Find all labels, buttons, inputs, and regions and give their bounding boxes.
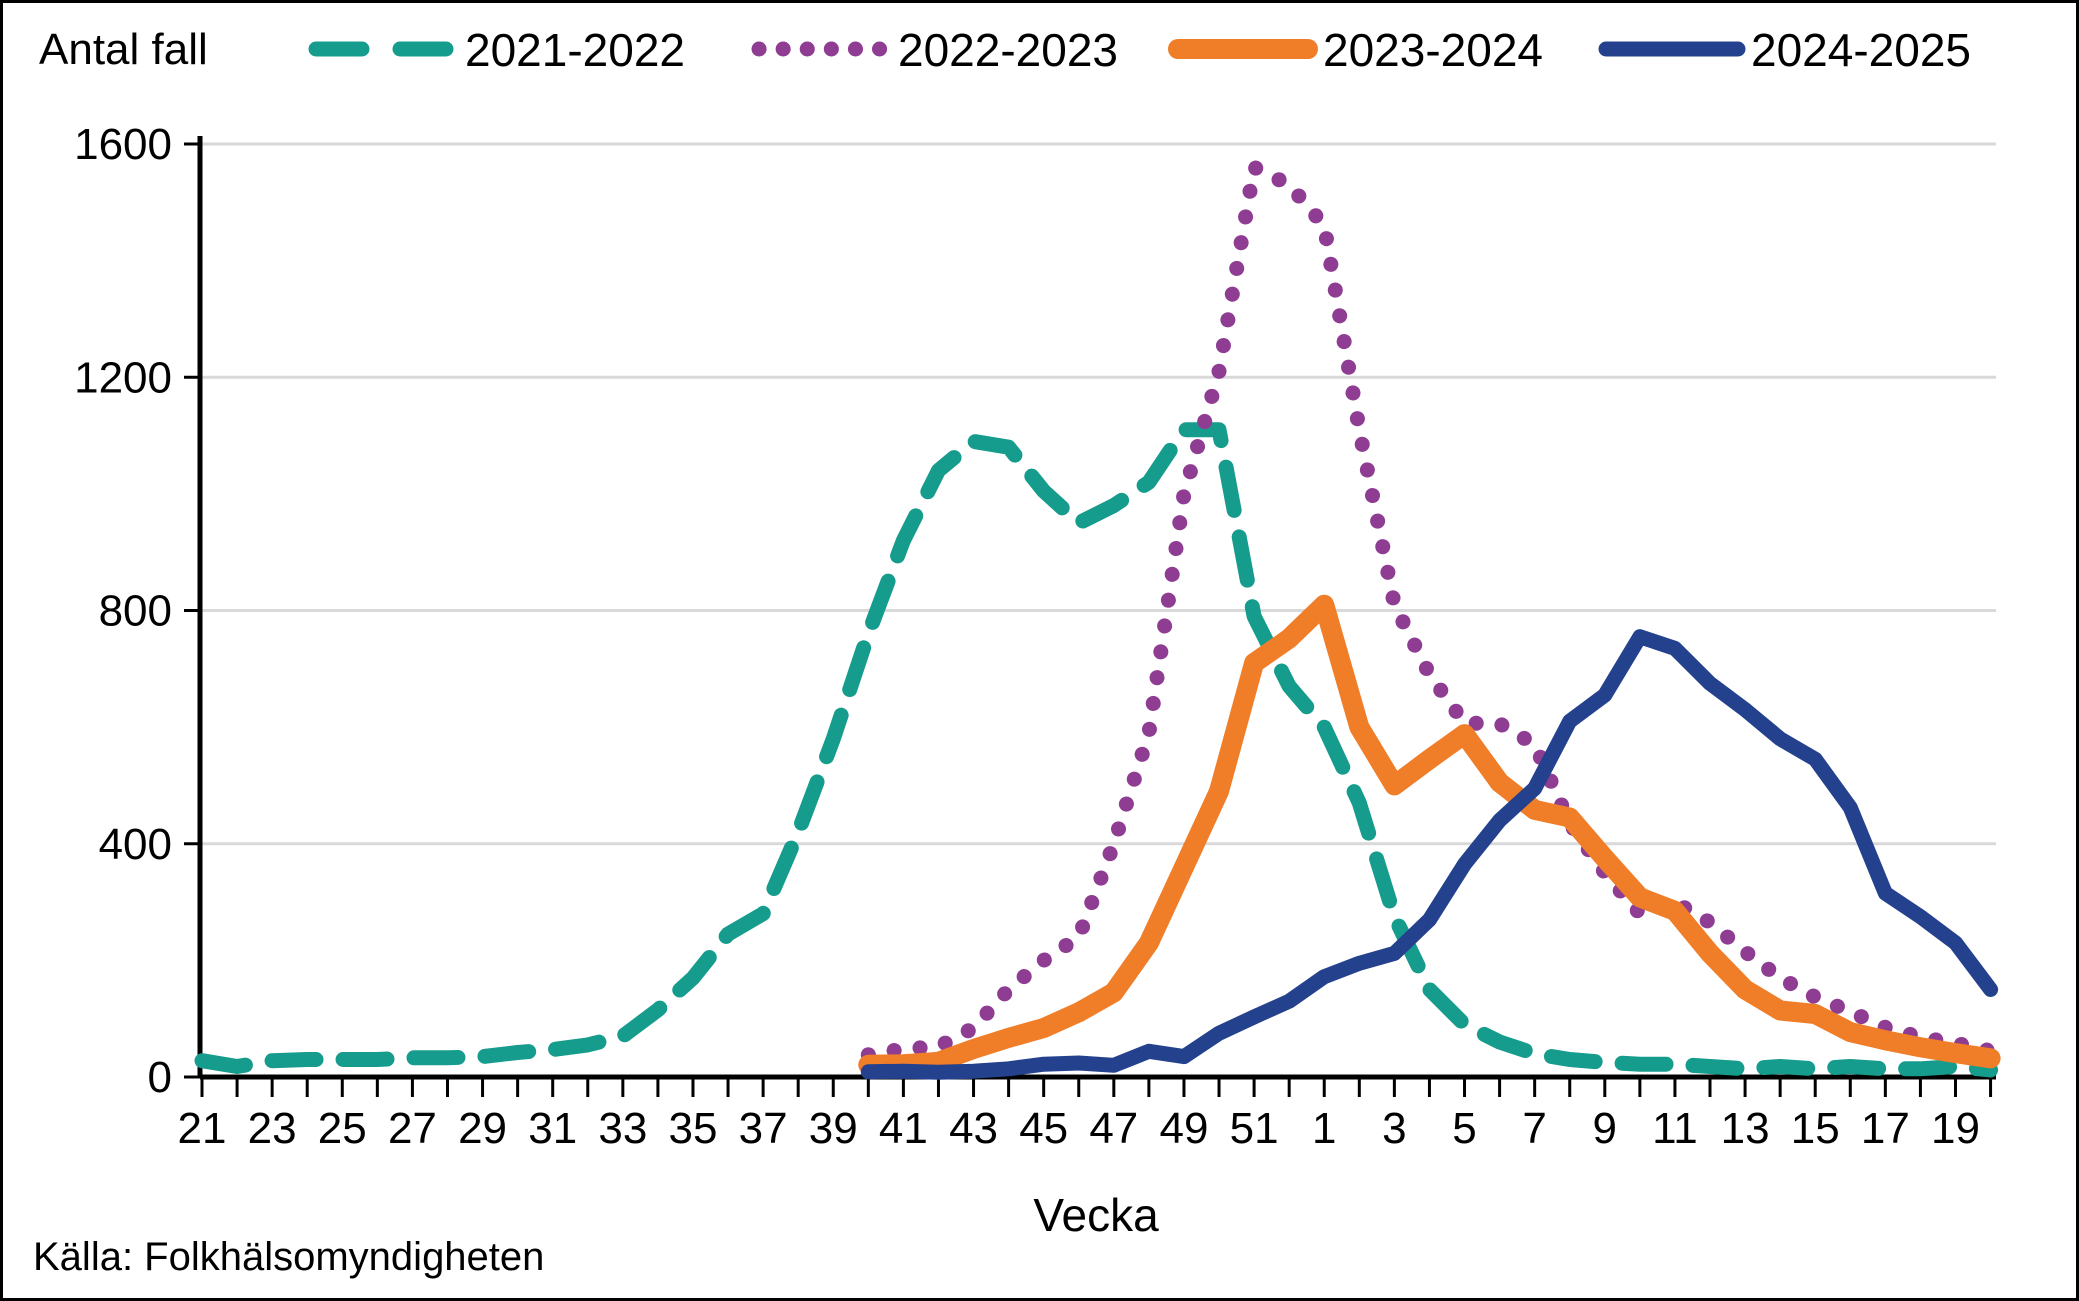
y-tick-label: 0 (148, 1053, 172, 1102)
series-line-2021-2022 (194, 422, 1999, 1078)
x-tick-label: 1 (1312, 1104, 1336, 1153)
x-tick-label: 17 (1861, 1104, 1910, 1153)
y-tick-label: 800 (99, 587, 172, 636)
x-tick-label: 43 (949, 1104, 998, 1153)
y-tick-label: 1600 (74, 120, 172, 169)
x-tick-label: 5 (1452, 1104, 1476, 1153)
x-tick-label: 29 (458, 1104, 507, 1153)
x-tick-label: 47 (1089, 1104, 1138, 1153)
x-tick-label: 3 (1382, 1104, 1406, 1153)
x-tick-label: 27 (388, 1104, 437, 1153)
series-line-2022-2023 (860, 159, 1999, 1063)
source-caption: Källa: Folkhälsomyndigheten (33, 1235, 545, 1279)
x-tick-label: 13 (1721, 1104, 1770, 1153)
legend-sample-2021-2022-icon (308, 41, 458, 57)
legend: Antal fall 2021-2022 2022-2023 2023-2024… (3, 3, 2076, 98)
x-tick-label: 37 (739, 1104, 788, 1153)
x-tick-label: 41 (879, 1104, 928, 1153)
y-tick-label: 400 (99, 820, 172, 869)
legend-sample-2024-2025-icon (1598, 41, 1746, 57)
legend-sample-2023-2024-icon (1168, 39, 1318, 59)
x-tick-label: 21 (178, 1104, 227, 1153)
series-line-2023-2024 (858, 594, 2001, 1075)
x-tick-label: 39 (809, 1104, 858, 1153)
x-tick-label: 35 (669, 1104, 718, 1153)
x-tick-label: 9 (1593, 1104, 1617, 1153)
series-line-2024-2025 (860, 629, 1999, 1080)
legend-label-2023-2024: 2023-2024 (1323, 24, 1543, 76)
x-tick-label: 25 (318, 1104, 367, 1153)
legend-sample-2022-2023-icon (751, 41, 891, 57)
x-tick-label: 51 (1230, 1104, 1279, 1153)
x-tick-label: 7 (1522, 1104, 1546, 1153)
x-tick-label: 31 (528, 1104, 577, 1153)
legend-label-2024-2025: 2024-2025 (1751, 24, 1971, 76)
y-tick-label: 1200 (74, 353, 172, 402)
y-axis-title: Antal fall (39, 25, 208, 74)
x-tick-label: 19 (1931, 1104, 1980, 1153)
x-tick-label: 15 (1791, 1104, 1840, 1153)
legend-label-2022-2023: 2022-2023 (898, 24, 1118, 76)
x-tick-label: 23 (248, 1104, 297, 1153)
x-tick-label: 45 (1019, 1104, 1068, 1153)
x-tick-label: 49 (1159, 1104, 1208, 1153)
x-axis-title: Vecka (1033, 1189, 1159, 1241)
x-tick-label: 33 (598, 1104, 647, 1153)
x-tick-label: 11 (1652, 1104, 1698, 1153)
legend-label-2021-2022: 2021-2022 (465, 24, 685, 76)
